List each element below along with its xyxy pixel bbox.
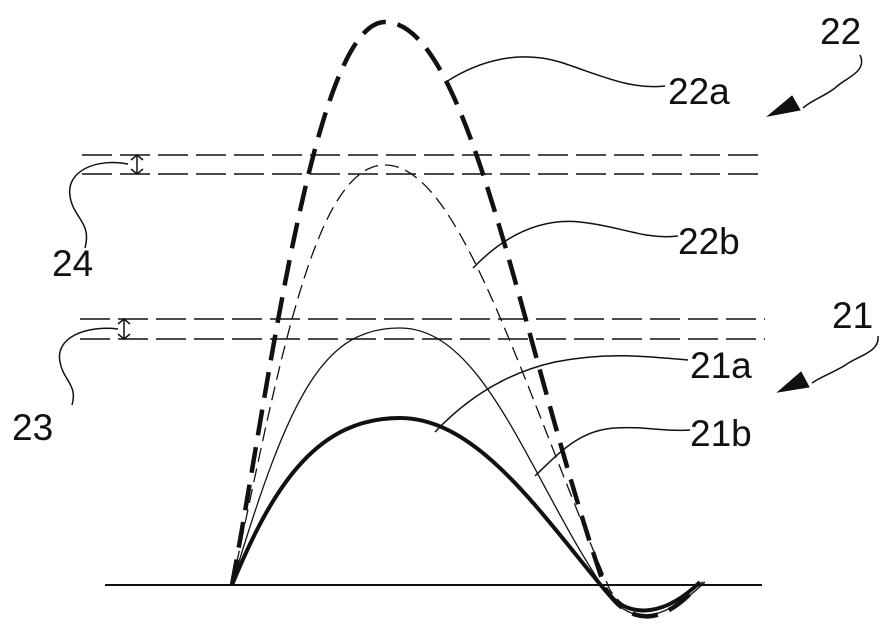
leader-24 xyxy=(70,162,128,248)
label-22: 22 xyxy=(820,11,861,52)
curve-21a xyxy=(232,328,705,615)
leader-22 xyxy=(803,55,862,108)
arrow-head-21 xyxy=(778,372,809,392)
leader-22a xyxy=(446,57,665,87)
leader-23 xyxy=(59,328,118,405)
leader-21 xyxy=(812,336,878,383)
leader-21b xyxy=(535,428,690,476)
arrow-head-22 xyxy=(768,96,800,116)
label-24: 24 xyxy=(52,243,93,284)
leader-21a xyxy=(435,356,688,432)
label-22b: 22b xyxy=(678,221,740,262)
tolerance-marker-24 xyxy=(131,155,143,174)
tolerance-marker-23 xyxy=(118,319,130,339)
label-21b: 21b xyxy=(690,413,752,454)
label-22a: 22a xyxy=(668,71,730,112)
curve-21b xyxy=(232,418,700,610)
label-21a: 21a xyxy=(690,345,752,386)
label-21: 21 xyxy=(832,295,873,336)
label-23: 23 xyxy=(12,407,53,448)
